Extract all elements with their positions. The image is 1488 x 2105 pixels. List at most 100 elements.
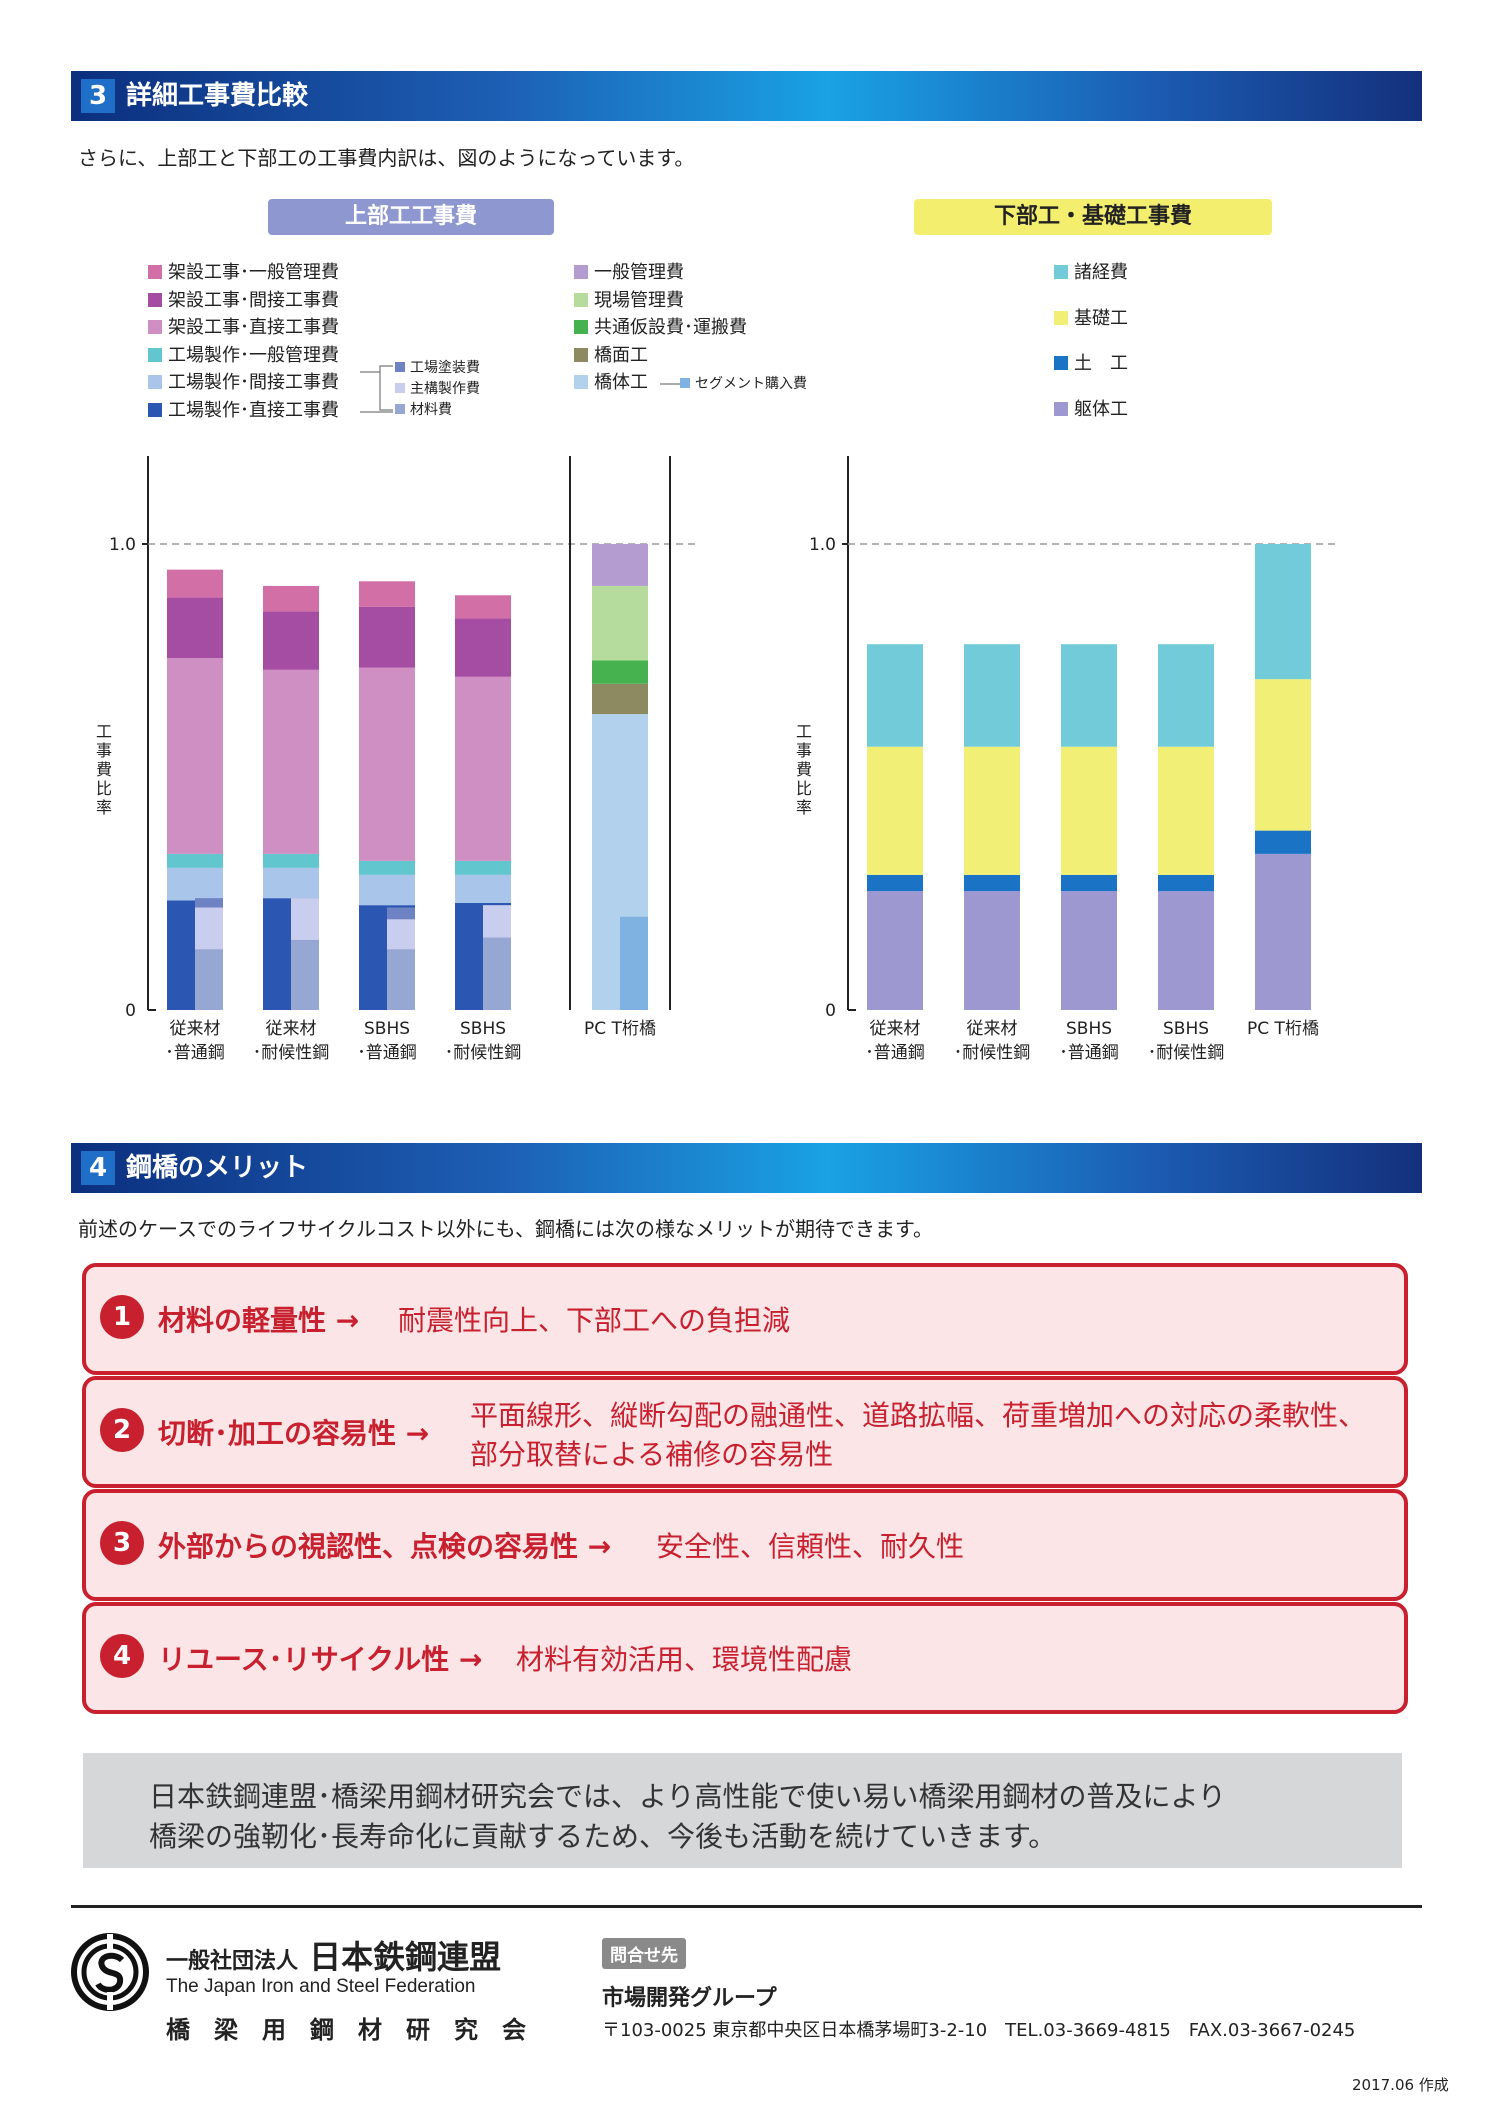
legend-label: 主構製作費 [410,381,480,397]
legend-item-upper: 工場製作･一般管理費 [148,345,339,367]
y-tick-label: 0 [125,1001,136,1021]
x-tick-label: ･普通鋼 [165,1043,225,1063]
legend-item-lower: 諸経費 [1054,262,1128,284]
section-title: 鋼橋のメリット [126,1153,309,1183]
legend-item-sub: 工場塗装費 [395,357,480,379]
stacked-bar-segment [263,669,319,854]
section-number: 4 [81,1151,115,1185]
y-axis-label: 事 [96,741,112,760]
stacked-bar-segment [455,676,511,861]
footer-divider [71,1905,1422,1908]
legend-swatch [680,378,690,388]
closing-line-2: 橋梁の強靭化･長寿命化に貢献するため、今後も活動を続けていきます。 [149,1820,1057,1853]
merit-number: 3 [100,1521,144,1565]
legend-item-lower: 躯体工 [1054,399,1128,421]
stacked-bar-segment [263,585,319,612]
legend-label: 架設工事･直接工事費 [168,317,339,339]
legend-label: 架設工事･間接工事費 [168,289,339,311]
stacked-bar-segment [263,853,319,868]
x-tick-label: ･耐候性鋼 [253,1043,330,1063]
x-tick-label: SBHS [364,1019,410,1039]
legend-label: セグメント購入費 [695,376,807,392]
merit-description: 安全性、信頼性、耐久性 [656,1530,965,1563]
stacked-bar-segment [1158,746,1214,875]
legend-swatch [1054,265,1068,279]
merit-description: 材料有効活用、環境性配慮 [516,1643,853,1676]
stacked-bar-segment [1255,853,1311,1010]
federation-logo-icon [71,1933,149,2011]
legend-label: 躯体工 [1074,398,1128,420]
stacked-bar-segment [1158,891,1214,1010]
legend-swatch [574,375,588,390]
pc-segment-bar [620,916,648,1010]
merit-card: 1 材料の軽量性 → 耐震性向上、下部工への負担減 [82,1263,1408,1375]
merit-title: リユース･リサイクル性 → [158,1643,483,1676]
merit-number: 1 [100,1295,144,1339]
stacked-bar-segment [867,746,923,875]
y-axis-label: 工 [96,722,112,741]
legend-swatch [1054,356,1068,370]
section-title: 詳細工事費比較 [126,81,309,111]
stacked-bar-segment [964,746,1020,875]
stacked-bar-segment [167,867,223,901]
sub-breakdown-segment [291,898,319,941]
y-axis-label: 費 [96,760,112,779]
section-3-intro: さらに、上部工と下部工の工事費内訳は、図のようになっています。 [78,146,695,170]
stacked-bar-segment [359,667,415,861]
sub-breakdown-segment [483,937,511,1010]
stacked-bar-segment [1061,644,1117,747]
sub-breakdown-segment [483,905,511,938]
stacked-bar-segment [1255,679,1311,831]
legend-item-upper: 架設工事･直接工事費 [148,317,339,339]
section-number: 3 [81,79,115,113]
x-tick-label: ･耐候性鋼 [954,1043,1031,1063]
section-4-header: 4 鋼橋のメリット [71,1143,1422,1193]
x-tick-label: ･普通鋼 [357,1043,417,1063]
legend-swatch [574,292,588,307]
pc-bar-segment [592,585,648,661]
y-axis-label: 比 [796,779,812,798]
legend-item-pc: 橋体工 [574,372,648,394]
stacked-bar-segment [964,891,1020,1010]
legend-item-pc: 共通仮設費･運搬費 [574,317,747,339]
section-3-header: 3 詳細工事費比較 [71,71,1422,121]
legend-swatch [1054,310,1068,325]
legend-swatch [148,265,162,279]
org-name-english: The Japan Iron and Steel Federation [166,1976,476,1997]
created-date: 2017.06 作成 [1352,2076,1449,2094]
pc-bar-segment [592,660,648,684]
legend-swatch [1054,401,1068,416]
merit-card: 4 リユース･リサイクル性 → 材料有効活用、環境性配慮 [82,1602,1408,1714]
stacked-bar-segment [867,874,923,892]
stacked-bar-segment [1255,544,1311,680]
stacked-bar-segment [263,611,319,670]
legend-item-pc: 橋面工 [574,345,648,367]
legend-label: 諸経費 [1074,262,1128,283]
x-tick-label: SBHS [1163,1019,1209,1039]
legend-item-pc: 一般管理費 [574,262,684,284]
stacked-bar-segment [1158,644,1214,747]
closing-line-1: 日本鉄鋼連盟･橋梁用鋼材研究会では、より高性能で使い易い橋梁用鋼材の普及により [149,1780,1226,1813]
y-axis-label: 比 [96,779,112,798]
x-tick-label: 従来材 [870,1019,921,1039]
legend-label: 工場製作･一般管理費 [168,344,339,366]
stacked-bar-segment [455,618,511,677]
legend-item-upper: 架設工事･一般管理費 [148,262,339,284]
legend-label: 架設工事･一般管理費 [168,262,339,283]
y-tick-label: 0 [825,1001,836,1021]
merit-card: 2 切断･加工の容易性 → 平面線形、縦断勾配の融通性、道路拡幅、荷重増加への対… [82,1376,1408,1488]
sub-breakdown-segment [387,919,415,950]
stacked-bar-segment [167,658,223,854]
x-tick-label: ･普通鋼 [865,1043,925,1063]
stacked-bar-segment [1061,746,1117,875]
legend-item-sub: 主構製作費 [395,378,480,400]
merit-card: 3 外部からの視認性、点検の容易性 → 安全性、信頼性、耐久性 [82,1489,1408,1601]
legend-item-segment: セグメント購入費 [680,373,807,395]
legend-swatch [148,347,162,362]
legend-swatch [148,320,162,335]
y-axis-label: 事 [796,741,812,760]
stacked-bar-segment [1255,830,1311,854]
x-tick-label: PC T桁橋 [1247,1019,1319,1039]
stacked-bar-segment [1061,874,1117,892]
